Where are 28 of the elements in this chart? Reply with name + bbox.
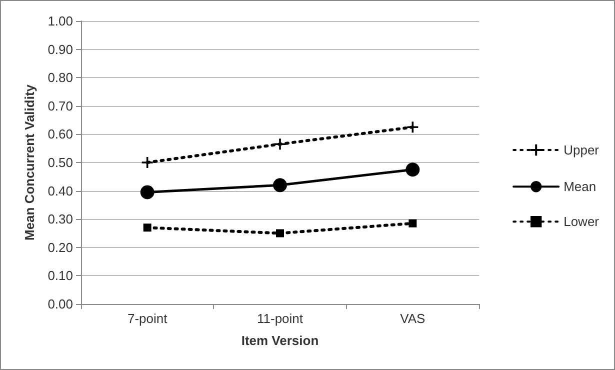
y-tick-label: 0.40 bbox=[48, 183, 73, 198]
y-tick-label: 0.50 bbox=[48, 155, 73, 170]
y-tick-label: 1.00 bbox=[48, 14, 73, 28]
legend-label: Upper bbox=[564, 142, 600, 158]
y-tick-label: 0.70 bbox=[48, 98, 73, 114]
legend-label: Lower bbox=[564, 214, 600, 230]
x-tick-label: 7-point bbox=[127, 311, 168, 326]
y-tick-label: 0.90 bbox=[48, 42, 73, 57]
point bbox=[408, 219, 417, 228]
point bbox=[140, 185, 154, 200]
y-tick-label: 0.20 bbox=[48, 240, 73, 255]
y-tick-label: 0.60 bbox=[48, 126, 73, 142]
legend-label: Mean bbox=[564, 179, 596, 194]
x-tick-label: 11-point bbox=[256, 311, 304, 326]
point bbox=[273, 178, 287, 192]
point bbox=[143, 224, 152, 232]
point bbox=[406, 162, 420, 177]
x-axis-title: Item Version bbox=[241, 333, 319, 348]
point bbox=[274, 138, 286, 151]
y-tick-label: 0.10 bbox=[48, 268, 73, 284]
y-axis-title: Mean Concurrent Validity bbox=[22, 84, 37, 241]
y-tick-label: 0.30 bbox=[48, 212, 73, 227]
point bbox=[140, 156, 154, 169]
y-tick-label: 0.00 bbox=[48, 296, 73, 312]
x-tick-label: VAS bbox=[400, 311, 426, 326]
point bbox=[276, 229, 284, 238]
y-tick-label: 0.80 bbox=[48, 70, 73, 86]
point bbox=[406, 120, 420, 134]
